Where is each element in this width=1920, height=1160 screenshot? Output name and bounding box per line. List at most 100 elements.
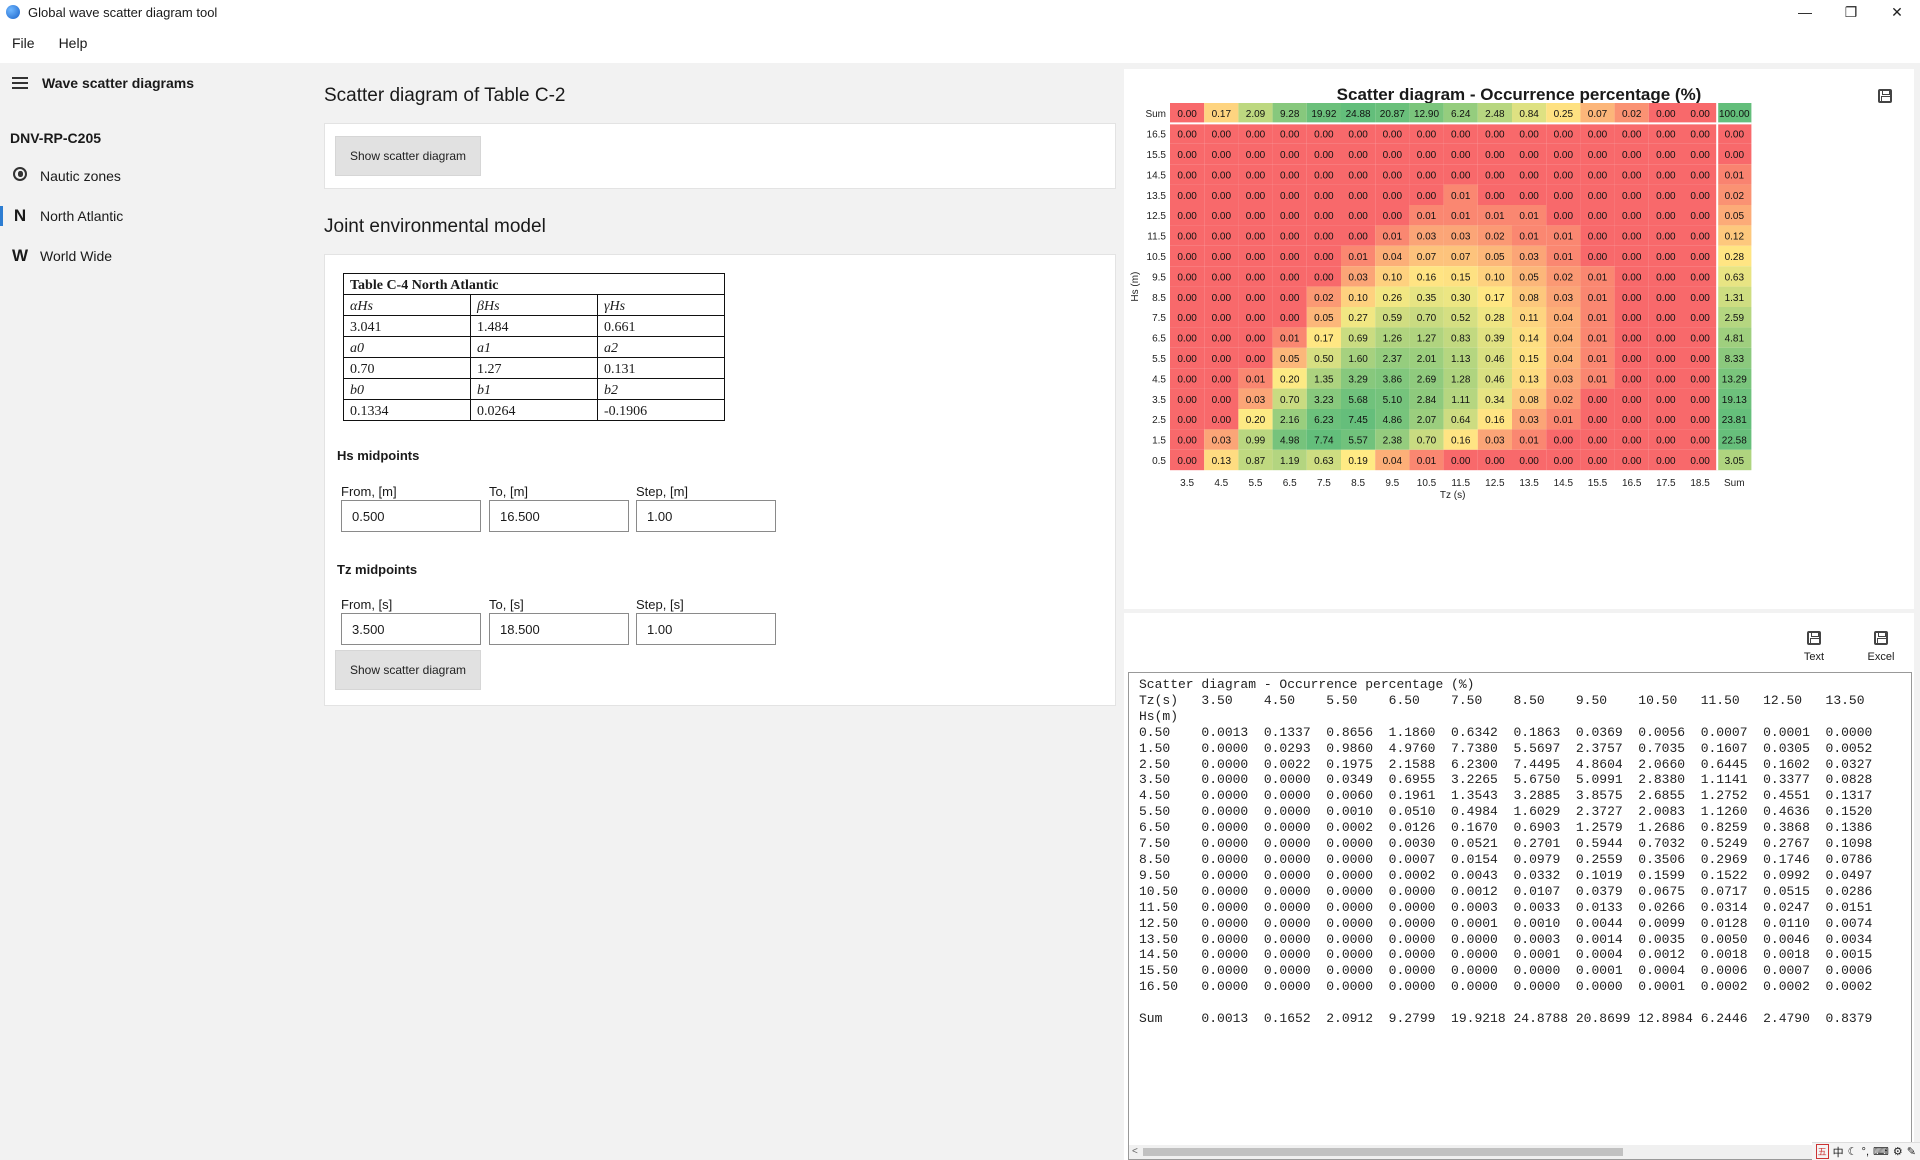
sidebar-item-north-atlantic[interactable]: N North Atlantic xyxy=(0,196,320,236)
sidebar-section-title: DNV-RP-C205 xyxy=(10,130,102,146)
heatmap-cell-label: 0.02 xyxy=(1485,232,1505,243)
heatmap-cell xyxy=(1614,307,1649,328)
hamburger-menu-icon[interactable] xyxy=(12,77,28,89)
table-cell: γHs xyxy=(597,294,725,316)
table-cell: b2 xyxy=(597,378,725,400)
heatmap-cell-label: 0.00 xyxy=(1246,211,1266,222)
y-tick-label: 9.5 xyxy=(1152,272,1166,283)
heatmap-cell xyxy=(1375,205,1410,226)
heatmap-cell-label: 0.00 xyxy=(1622,252,1642,263)
maximize-button[interactable]: ❐ xyxy=(1844,3,1858,20)
menu-file[interactable]: File xyxy=(12,35,35,51)
tray-settings-icon[interactable]: ⚙ xyxy=(1892,1146,1903,1158)
heatmap-cell-label: 0.00 xyxy=(1246,191,1266,202)
heatmap-cell xyxy=(1238,103,1273,124)
tray-ime-icon[interactable]: 五 xyxy=(1815,1144,1829,1159)
heatmap-cell xyxy=(1477,368,1512,389)
heatmap-cell xyxy=(1204,409,1239,430)
heatmap-cell xyxy=(1717,245,1752,267)
heatmap-cell-label: 0.46 xyxy=(1485,354,1505,365)
heatmap-cell xyxy=(1204,164,1239,185)
heatmap-cell-label: 0.00 xyxy=(1177,170,1197,181)
show-scatter-button-2[interactable]: Show scatter diagram xyxy=(335,650,481,690)
tz-to-input[interactable]: 18.500 xyxy=(489,613,629,645)
heatmap-cell-label: 0.59 xyxy=(1383,313,1403,324)
heatmap-cell xyxy=(1409,103,1444,124)
tray-pen-icon[interactable]: ✎ xyxy=(1906,1146,1916,1158)
heatmap-cell-label: 0.00 xyxy=(1690,130,1710,141)
tray-punctuation-icon[interactable]: °, xyxy=(1861,1145,1870,1158)
sidebar-item-world-wide[interactable]: W World Wide xyxy=(0,236,320,276)
heatmap-cell-label: 0.00 xyxy=(1622,150,1642,161)
scrollbar-thumb[interactable] xyxy=(1143,1148,1623,1156)
heatmap-cell-label: 0.17 xyxy=(1212,109,1232,120)
heatmap-cell xyxy=(1170,266,1205,287)
heatmap-cell xyxy=(1580,368,1615,389)
heatmap-cell xyxy=(1717,164,1752,185)
heatmap-cell xyxy=(1614,143,1649,165)
close-button[interactable]: ✕ xyxy=(1891,3,1903,20)
heatmap-cell-label: 0.00 xyxy=(1177,232,1197,243)
heatmap-cell xyxy=(1306,368,1341,389)
heatmap-cell-label: 2.07 xyxy=(1417,415,1437,426)
heatmap-cell-label: 0.00 xyxy=(1177,252,1197,263)
heatmap-cell xyxy=(1512,307,1547,328)
globe-icon xyxy=(12,166,28,186)
tz-to-label: To, [s] xyxy=(489,597,524,612)
menu-bar: File Help xyxy=(0,30,99,56)
heatmap-cell-label: 0.00 xyxy=(1690,354,1710,365)
heatmap-cell xyxy=(1614,429,1649,450)
heatmap-cell xyxy=(1375,123,1410,144)
heatmap-cell xyxy=(1409,266,1444,287)
tray-moon-icon[interactable]: ☾ xyxy=(1847,1146,1858,1158)
hs-step-input[interactable]: 1.00 xyxy=(636,500,776,532)
heatmap-cell xyxy=(1580,327,1615,348)
save-text-button[interactable]: Text xyxy=(1794,631,1834,663)
minimize-button[interactable]: — xyxy=(1798,4,1812,20)
tz-step-input[interactable]: 1.00 xyxy=(636,613,776,645)
heatmap-cell xyxy=(1512,368,1547,389)
scroll-left-arrow-icon[interactable]: < xyxy=(1132,1146,1138,1157)
heatmap-cell-label: 0.00 xyxy=(1656,374,1676,385)
heatmap-cell-label: 0.00 xyxy=(1280,293,1300,304)
heatmap-cell xyxy=(1683,388,1718,409)
sidebar-header[interactable]: Wave scatter diagrams xyxy=(0,63,320,103)
heatmap-cell xyxy=(1306,245,1341,267)
heatmap-cell-label: 0.00 xyxy=(1246,354,1266,365)
table-cell: b0 xyxy=(343,378,471,400)
heatmap-cell xyxy=(1683,327,1718,348)
heatmap-cell-label: 0.00 xyxy=(1383,170,1403,181)
heatmap-cell xyxy=(1580,409,1615,430)
heatmap-cell xyxy=(1717,123,1752,144)
tz-from-input[interactable]: 3.500 xyxy=(341,613,481,645)
heatmap-cell xyxy=(1306,327,1341,348)
sidebar-item-nautic-zones[interactable]: Nautic zones xyxy=(0,156,320,196)
heatmap-cell-label: 0.00 xyxy=(1417,150,1437,161)
heatmap-cell xyxy=(1341,347,1376,369)
heatmap-cell xyxy=(1204,307,1239,328)
horizontal-scrollbar[interactable]: < xyxy=(1129,1145,1911,1159)
y-tick-label: 6.5 xyxy=(1152,334,1166,345)
save-icon xyxy=(1874,631,1888,645)
hs-to-input[interactable]: 16.500 xyxy=(489,500,629,532)
tray-keyboard-icon[interactable]: ⌨ xyxy=(1873,1146,1889,1158)
heatmap-cell-label: 0.16 xyxy=(1417,272,1437,283)
heatmap-cell-label: 0.00 xyxy=(1656,334,1676,345)
heatmap-cell xyxy=(1375,245,1410,267)
hs-from-input[interactable]: 0.500 xyxy=(341,500,481,532)
save-chart-icon[interactable] xyxy=(1878,89,1892,103)
heatmap-cell xyxy=(1238,164,1273,185)
menu-help[interactable]: Help xyxy=(58,35,88,51)
heatmap-cell xyxy=(1580,429,1615,450)
heatmap-cell-label: 0.00 xyxy=(1383,191,1403,202)
scatter-text-output[interactable]: Scatter diagram - Occurrence percentage … xyxy=(1128,672,1912,1160)
tray-chinese-icon[interactable]: 中 xyxy=(1832,1146,1844,1159)
save-excel-button[interactable]: Excel xyxy=(1861,631,1901,663)
heatmap-cell-label: 0.00 xyxy=(1656,170,1676,181)
hs-from-label: From, [m] xyxy=(341,484,397,499)
heatmap-cell xyxy=(1580,184,1615,205)
heatmap-cell-label: 1.11 xyxy=(1451,395,1470,406)
show-scatter-button[interactable]: Show scatter diagram xyxy=(335,136,481,176)
heatmap-cell-label: 0.00 xyxy=(1212,313,1232,324)
heatmap-cell xyxy=(1272,327,1307,348)
